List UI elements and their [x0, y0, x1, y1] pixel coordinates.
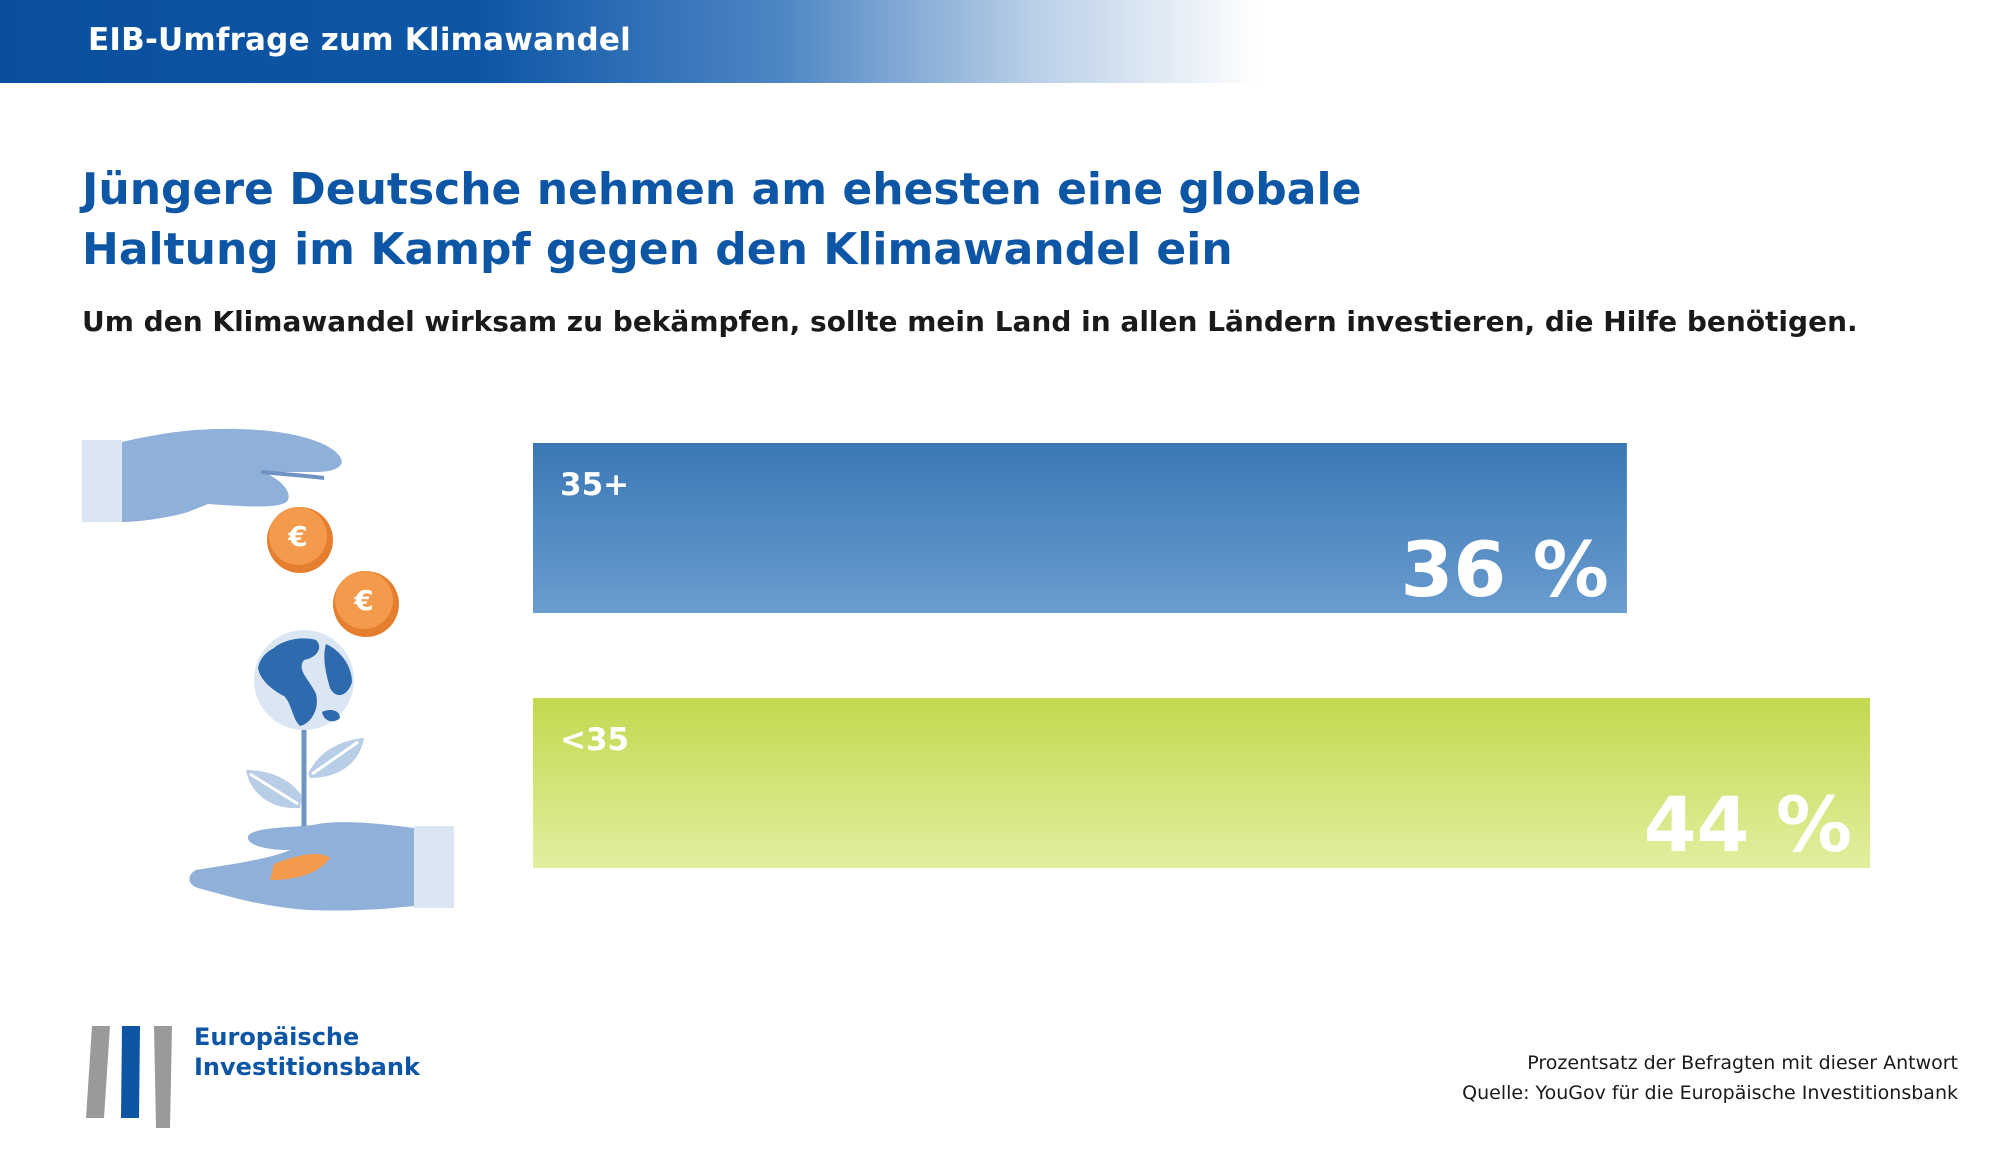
eib-logo [84, 1020, 176, 1132]
bar-chart: 35+ 36 % <35 44 % [533, 443, 1873, 873]
plant-icon [246, 730, 364, 828]
euro-coin-icon: € [333, 571, 399, 637]
eib-logo-icon [86, 1026, 172, 1128]
giving-hand-icon [82, 428, 342, 522]
svg-text:€: € [287, 520, 307, 553]
svg-text:€: € [353, 584, 373, 617]
bar-value-label: 44 % [1644, 780, 1852, 869]
bar-1 [533, 698, 1870, 868]
illustration: € € [78, 418, 458, 923]
bar-category-label: 35+ [560, 467, 629, 503]
receiving-hand-icon [189, 822, 454, 911]
logo-line-1: Europäische [194, 1023, 360, 1051]
survey-question: Um den Klimawandel wirksam zu bekämpfen,… [82, 305, 1858, 338]
chart-note: Prozentsatz der Befragten mit dieser Ant… [1527, 1052, 1958, 1074]
header-title: EIB-Umfrage zum Klimawandel [88, 22, 631, 58]
page-title-line-1: Jüngere Deutsche nehmen am ehesten eine … [82, 164, 1362, 215]
eib-logo-text: Europäische Investitionsbank [194, 1022, 420, 1082]
page-title: Jüngere Deutsche nehmen am ehesten eine … [82, 160, 1482, 280]
logo-line-2: Investitionsbank [194, 1053, 420, 1081]
source-note: Quelle: YouGov für die Europäische Inves… [1462, 1082, 1958, 1104]
source-notes: Prozentsatz der Befragten mit dieser Ant… [1462, 1048, 1958, 1108]
bar-chart-svg: 35+ 36 % <35 44 % [533, 443, 1870, 869]
page-title-line-2: Haltung im Kampf gegen den Klimawandel e… [82, 224, 1233, 275]
bar-value-label: 36 % [1401, 525, 1609, 614]
bar-category-label: <35 [560, 722, 629, 758]
euro-coin-icon: € [267, 507, 333, 573]
bar-0 [533, 443, 1627, 613]
header-band [0, 0, 1260, 83]
globe-icon [254, 630, 354, 730]
